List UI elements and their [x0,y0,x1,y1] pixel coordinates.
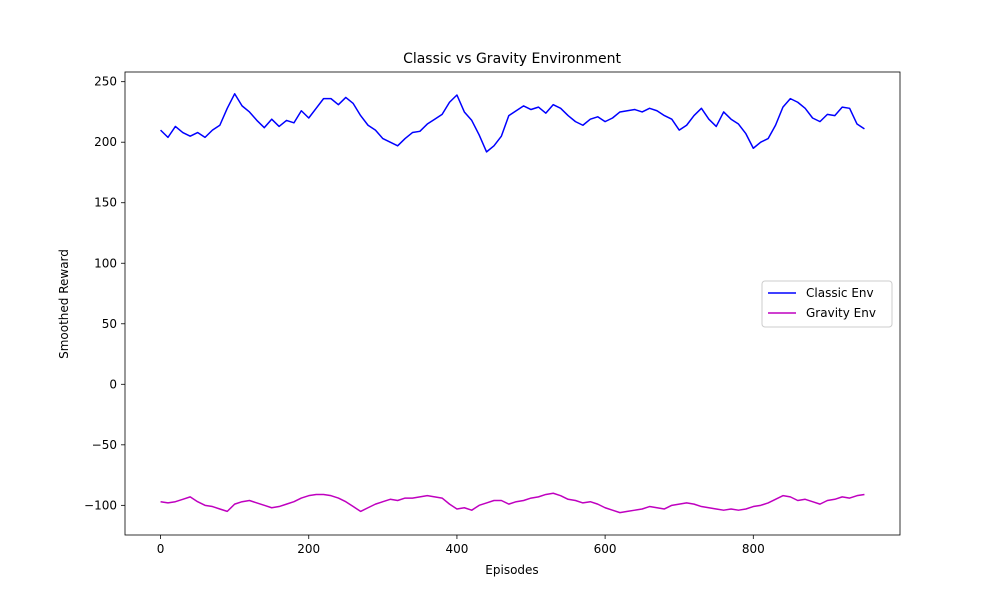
y-tick-label: 250 [94,75,117,89]
x-tick-label: 800 [742,542,765,556]
legend-label-classic-env: Classic Env [806,286,874,300]
y-tick-label: 50 [102,317,117,331]
y-axis-label: Smoothed Reward [57,249,71,359]
legend-label-gravity-env: Gravity Env [806,306,876,320]
legend: Classic Env Gravity Env [761,280,893,328]
y-tick-label: −100 [84,498,117,512]
y-tick-label: −50 [92,438,117,452]
plot-frame [124,71,901,536]
x-tick-label: 400 [445,542,468,556]
x-axis-label: Episodes [485,563,538,577]
series-line-gravity-env [160,492,865,514]
series-line-classic-env [160,93,865,153]
x-tick-label: 600 [594,542,617,556]
x-tick-label: 0 [157,542,165,556]
y-axis-ticks: −100 −50 0 50 100 150 200 250 [84,75,125,512]
y-tick-label: 150 [94,196,117,210]
y-tick-label: 100 [94,256,117,270]
chart-title: Classic vs Gravity Environment [403,51,621,67]
y-tick-label: 200 [94,135,117,149]
x-tick-label: 200 [297,542,320,556]
x-axis-ticks: 0 200 400 600 800 [157,535,765,556]
y-tick-label: 0 [109,377,117,391]
